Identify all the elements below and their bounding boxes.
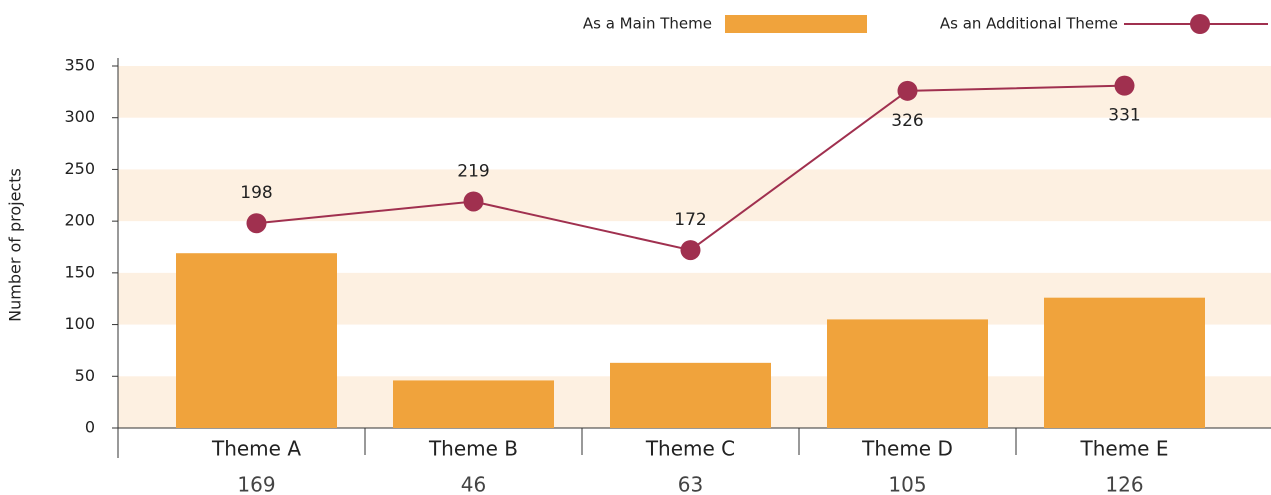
bar-value-label: 63	[678, 473, 703, 495]
bar	[393, 380, 554, 428]
bar	[1044, 297, 1205, 428]
x-tick-label: Theme E	[1080, 437, 1169, 461]
grid-band	[118, 169, 1271, 222]
y-axis-label: Number of projects	[6, 168, 25, 322]
y-tick-label: 300	[64, 107, 95, 126]
bar-value-label: 126	[1105, 473, 1143, 495]
y-tick-label: 250	[64, 159, 95, 178]
point-label: 219	[457, 161, 489, 181]
legend-label: As a Main Theme	[583, 15, 712, 33]
point-label: 198	[240, 183, 272, 203]
grid-band	[118, 66, 1271, 118]
line-point	[680, 240, 701, 261]
y-tick-label: 0	[85, 418, 95, 437]
line-point	[897, 80, 918, 101]
line-point	[1114, 75, 1135, 96]
point-label: 331	[1108, 106, 1140, 126]
y-tick-label: 150	[64, 262, 95, 281]
y-tick-label: 200	[64, 211, 95, 230]
bar	[610, 362, 771, 428]
bar-value-label: 46	[461, 473, 486, 495]
line-point	[246, 213, 267, 234]
y-tick-label: 50	[75, 366, 95, 385]
line-point	[463, 191, 484, 212]
legend-label: As an Additional Theme	[940, 15, 1118, 33]
y-tick-label: 100	[64, 314, 95, 333]
bar	[176, 253, 337, 428]
x-tick-label: Theme B	[428, 437, 518, 461]
legend-swatch-point	[1190, 14, 1210, 34]
x-tick-label: Theme C	[645, 437, 735, 461]
x-tick-label: Theme D	[861, 437, 953, 461]
point-label: 326	[891, 111, 923, 131]
y-tick-label: 350	[64, 56, 95, 75]
legend-swatch	[725, 15, 867, 33]
x-tick-label: Theme A	[211, 437, 301, 461]
bar-value-label: 105	[888, 473, 926, 495]
bar-value-label: 169	[237, 473, 275, 495]
point-label: 172	[674, 210, 706, 230]
bar	[827, 319, 988, 428]
